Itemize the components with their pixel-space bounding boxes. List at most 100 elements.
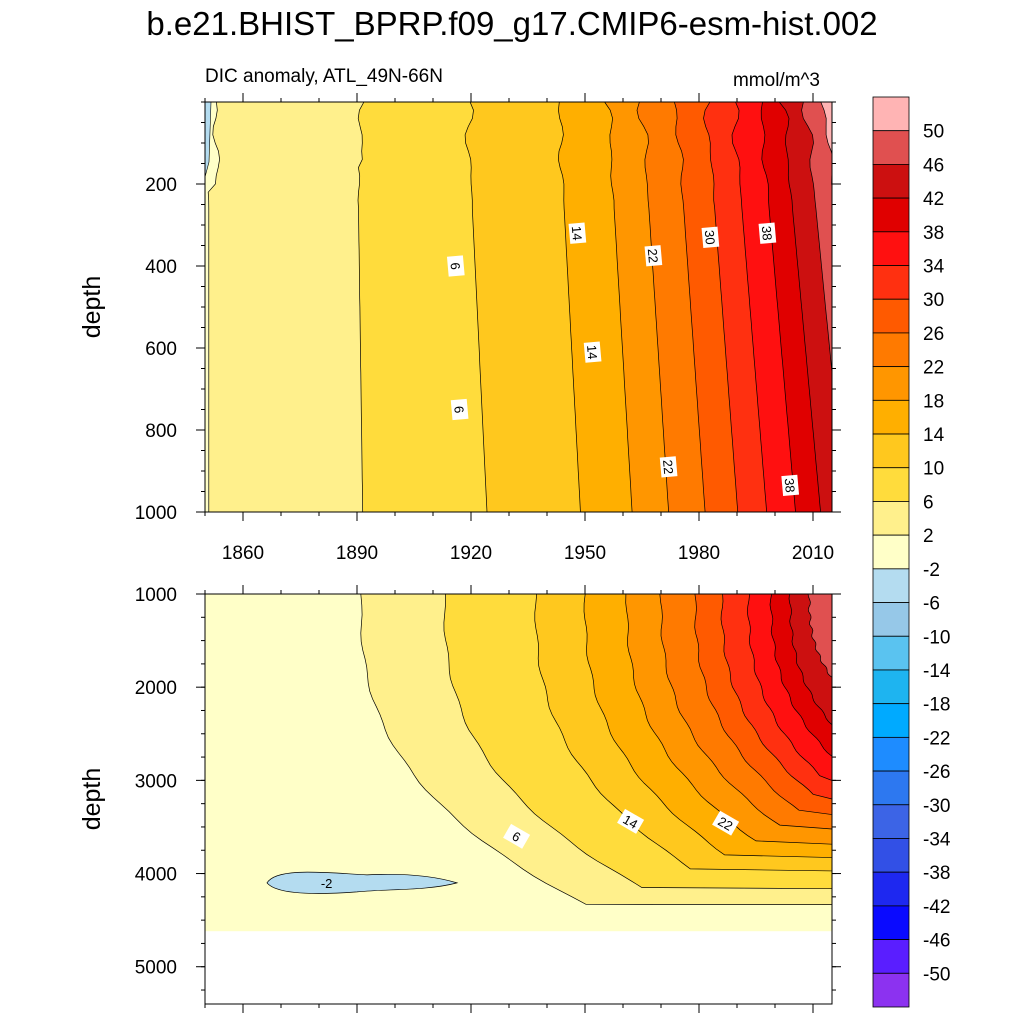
colorbar-label: -10 <box>923 627 950 648</box>
colorbar-box <box>872 197 910 233</box>
colorbar-label: -22 <box>923 728 950 749</box>
colorbar-label: -50 <box>923 964 950 985</box>
contour-label: 14 <box>617 808 645 834</box>
contour-34 <box>731 102 767 512</box>
deep-negative-anomaly-blob <box>266 871 459 894</box>
contour-label-text: 30 <box>702 229 718 245</box>
colorbar-label: 18 <box>923 391 944 412</box>
colorbar-box <box>872 96 910 132</box>
contour-label: 6 <box>450 398 469 421</box>
contour-42 <box>779 102 821 512</box>
contour-label: 22 <box>659 456 678 478</box>
contour-label: 14 <box>583 341 602 363</box>
colorbar-label: -18 <box>923 695 950 716</box>
contour-label-bg <box>503 823 531 849</box>
y-tick-label: 600 <box>145 339 177 360</box>
deep-contour-22 <box>659 594 832 830</box>
colorbar-label: 50 <box>923 122 944 143</box>
colorbar-label: -34 <box>923 829 951 850</box>
colorbar-box <box>872 838 910 873</box>
deep-contour-10 <box>534 594 832 872</box>
x-tick-label: 1920 <box>450 543 492 564</box>
colorbar-box <box>872 804 910 839</box>
contour-26 <box>674 102 706 512</box>
y-tick-label: 800 <box>145 421 177 442</box>
contour-label: -2 <box>315 874 338 891</box>
contour-label-text: 22 <box>660 459 676 475</box>
colorbar-box <box>872 164 910 199</box>
band-50 <box>820 102 832 187</box>
colorbar-box <box>872 939 910 974</box>
colorbar-label: 22 <box>923 358 944 379</box>
colorbar-box <box>872 501 910 536</box>
colorbar-label: -2 <box>923 560 940 581</box>
colorbar-box <box>872 231 910 266</box>
deep-contour-46 <box>807 594 832 678</box>
colorbar-label: 38 <box>923 223 944 244</box>
deep-contour-2 <box>360 594 832 905</box>
colorbar-box <box>872 265 910 300</box>
negative-anomaly-patch <box>205 102 212 178</box>
band-46 <box>801 102 832 373</box>
x-tick-label: 1860 <box>222 543 264 564</box>
deep-band-46 <box>808 594 832 678</box>
colorbar-label: 42 <box>923 189 944 210</box>
contour-6 <box>357 102 365 512</box>
colorbar-box <box>872 972 910 1008</box>
contour-label-text: 22 <box>645 248 661 264</box>
deep-contour-6 <box>443 594 832 890</box>
contour-2 <box>207 102 220 512</box>
contour-label-bg <box>568 222 587 244</box>
contour-label-text: 6 <box>451 405 467 414</box>
contour-label-text: 14 <box>620 812 640 832</box>
colorbar-label: 30 <box>923 290 944 311</box>
deep-contour-14 <box>583 594 832 858</box>
contour-18 <box>604 102 633 512</box>
colorbar-label: -42 <box>923 897 950 918</box>
contour-46 <box>801 102 832 377</box>
contour-label-bg <box>781 474 800 497</box>
y-tick-label: 200 <box>145 175 177 196</box>
lower-y-axis-label: depth <box>78 768 106 831</box>
contour-label-bg <box>446 255 465 277</box>
x-tick-label: 2010 <box>792 543 834 564</box>
contour-14 <box>557 102 581 512</box>
no-data-region <box>205 931 832 1004</box>
colorbar-box <box>872 602 910 637</box>
contour-label-bg <box>758 222 777 244</box>
deep-ocean-panel: 6 14 22 -2 1000 2000 3000 4000 5000 depth <box>78 585 841 1013</box>
x-tick-label: 1980 <box>678 543 720 564</box>
colorbar-box <box>872 568 910 603</box>
contour-label: 38 <box>758 222 777 244</box>
colorbar-box <box>872 736 910 772</box>
colorbar-box <box>872 298 910 334</box>
y-tick-label: 3000 <box>135 771 177 792</box>
colorbar-box <box>872 635 910 671</box>
y-tick-label: 400 <box>145 257 177 278</box>
colorbar-label: 34 <box>923 257 945 278</box>
panel-subtitle-right: mmol/m^3 <box>733 70 820 91</box>
colorbar-box <box>872 433 910 469</box>
colorbar-label: 14 <box>923 425 945 446</box>
colorbar-label: 10 <box>923 459 944 480</box>
colorbar-label: 6 <box>923 492 934 513</box>
contour-label: 6 <box>446 255 465 277</box>
colorbar-label: 26 <box>923 324 944 345</box>
colorbar-box <box>872 534 910 570</box>
y-tick-label: 5000 <box>135 958 177 979</box>
contour-label: 22 <box>644 245 663 267</box>
contour-label: 14 <box>568 222 587 244</box>
deep-contour-18 <box>625 594 832 845</box>
contour-label-bg <box>712 810 740 836</box>
contour-label-bg <box>583 341 602 363</box>
x-tick-label: 1950 <box>564 543 606 564</box>
contour-label-text: 14 <box>584 344 600 360</box>
x-tick-label: 1890 <box>336 543 378 564</box>
chart-title: b.e21.BHIST_BPRP.f09_g17.CMIP6-esm-hist.… <box>146 5 877 42</box>
y-tick-label: 1000 <box>135 503 177 524</box>
contour-22 <box>636 102 669 512</box>
colorbar: 50 46 42 38 34 30 26 22 18 14 10 6 2 -2 -6 -10 -14 -18 -22… <box>872 96 951 1008</box>
contour-label-text: -2 <box>321 876 333 891</box>
colorbar-label: -46 <box>923 931 950 952</box>
